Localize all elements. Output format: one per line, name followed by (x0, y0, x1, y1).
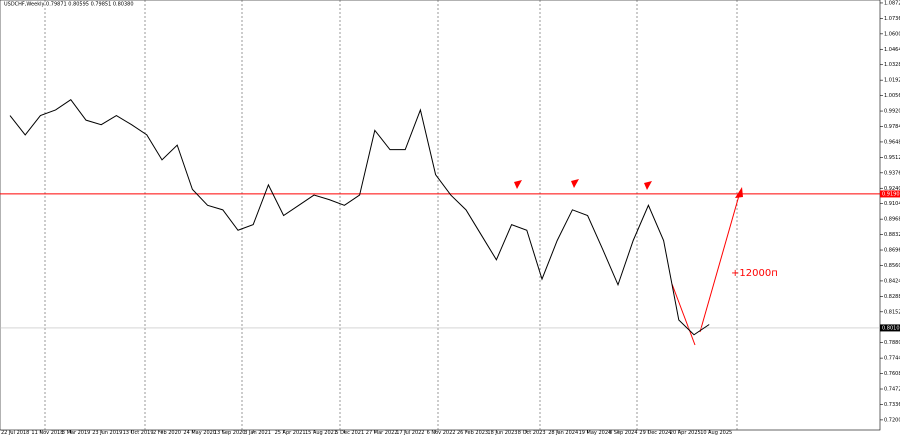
price-line-series (9, 99, 710, 336)
x-tick-label: 22 Jul 2018 (1, 430, 29, 435)
x-tick-label: 17 Jul 2022 (396, 430, 424, 435)
x-tick-label: 19 May 2024 (579, 430, 612, 435)
x-tick-label: 8 Sep 2024 (609, 430, 638, 435)
x-tick-label: 18 Jun 2023 (487, 430, 517, 435)
y-tick-label: 0.9920 (884, 109, 900, 115)
y-tick-label: 0.8288 (884, 294, 900, 300)
projection-arrow (699, 191, 741, 333)
price-label-bg (880, 324, 900, 332)
y-tick-label: 0.8696 (884, 248, 900, 254)
y-tick-label: 0.7608 (884, 371, 900, 377)
level-label: 0.9190 (882, 191, 900, 197)
x-tick-label: 5 Dec 2021 (335, 430, 364, 435)
x-tick-label: 26 Feb 2023 (457, 430, 488, 435)
y-tick-label: 0.9376 (884, 170, 900, 176)
x-tick-label: 3 Mar 2019 (62, 430, 91, 435)
x-tick-label: 2 Feb 2020 (153, 430, 181, 435)
y-tick-label: 1.0736 (884, 16, 900, 22)
y-tick-label: 0.7880 (884, 340, 900, 346)
x-tick-label: 6 Nov 2022 (427, 430, 456, 435)
chart-title: USDCHF,Weekly 0.79871 0.80595 0.79851 0.… (4, 2, 134, 8)
x-tick-label: 10 Aug 2025 (700, 430, 732, 435)
y-tick-label: 0.8968 (884, 217, 900, 223)
y-tick-label: 0.9648 (884, 139, 900, 145)
y-tick-label: 0.9512 (884, 155, 900, 161)
arrow-head (735, 187, 743, 198)
peak-marker (571, 179, 579, 188)
x-tick-label: 29 Dec 2024 (639, 430, 671, 435)
x-tick-label: 13 Sep 2020 (214, 430, 246, 435)
y-tick-label: 0.9104 (884, 201, 900, 207)
y-tick-label: 1.0464 (884, 47, 900, 53)
x-tick-label: 20 Apr 2025 (670, 430, 701, 435)
y-tick-label: 0.8832 (884, 232, 900, 238)
y-tick-label: 0.7744 (884, 356, 900, 362)
y-tick-label: 0.9240 (884, 186, 900, 192)
y-tick-label: 1.0872 (884, 0, 900, 6)
y-tick-label: 1.0328 (884, 62, 900, 68)
annotation: +12000п (731, 268, 778, 279)
x-tick-label: 13 Oct 2019 (123, 430, 154, 435)
y-tick-label: 0.8560 (884, 263, 900, 269)
plot-frame (0, 0, 881, 431)
peak-marker (644, 181, 652, 190)
trend-line (671, 283, 696, 346)
y-tick-label: 0.8424 (884, 278, 900, 284)
peak-marker (514, 180, 522, 189)
y-tick-label: 1.0056 (884, 93, 900, 99)
x-tick-label: 24 May 2020 (183, 430, 216, 435)
annotations: +12000п (514, 179, 778, 346)
y-tick-label: 0.7200 (884, 417, 900, 423)
level-label-bg (880, 190, 900, 198)
x-tick-label: 23 Jun 2019 (92, 430, 122, 435)
x-tick-label: 25 Apr 2021 (275, 430, 306, 435)
y-tick-label: 0.7336 (884, 402, 900, 408)
x-tick-label: 27 Mar 2022 (366, 430, 398, 435)
y-tick-label: 1.0192 (884, 78, 900, 84)
x-tick-label: 28 Jan 2024 (548, 430, 578, 435)
y-tick-label: 0.7472 (884, 387, 900, 393)
x-tick-label: 3 Jan 2021 (244, 430, 271, 435)
x-tick-label: 11 Nov 2018 (31, 430, 63, 435)
y-tick-label: 1.0600 (884, 31, 900, 37)
y-tick-label: 0.8152 (884, 309, 900, 315)
price-label: 0.8010 (882, 325, 900, 331)
x-tick-label: 15 Aug 2021 (305, 430, 337, 435)
y-tick-label: 0.9784 (884, 124, 900, 130)
x-tick-label: 8 Oct 2023 (518, 430, 546, 435)
